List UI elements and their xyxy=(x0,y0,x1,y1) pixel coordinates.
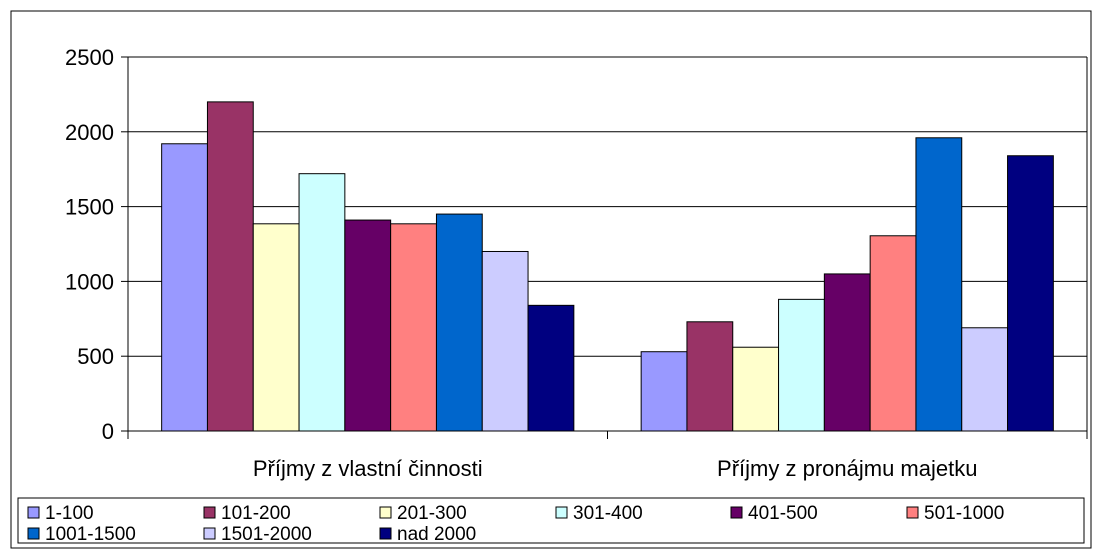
bar-1001-1500-cat1 xyxy=(435,213,483,432)
legend-swatch xyxy=(203,506,216,519)
x-category-label: Příjmy z pronájmu majetku xyxy=(717,456,977,481)
legend-label: 1001-1500 xyxy=(45,524,136,545)
legend-label: 101-200 xyxy=(221,503,291,524)
bar-301-400-cat2 xyxy=(778,298,825,432)
bar-1-100-cat1 xyxy=(161,143,208,432)
legend-label: 501-1000 xyxy=(924,503,1004,524)
legend-label: 301-400 xyxy=(573,503,643,524)
legend-swatch xyxy=(27,527,40,540)
y-tick-label: 2500 xyxy=(65,45,114,70)
bar-401-500-cat2 xyxy=(823,273,871,432)
legend-label: 1-100 xyxy=(45,503,94,524)
y-tick-label: 1000 xyxy=(65,269,114,294)
y-tick-label: 1500 xyxy=(65,195,114,220)
y-tick-label: 500 xyxy=(77,344,114,369)
legend-label: 1501-2000 xyxy=(221,524,312,545)
bar-101-200-cat2 xyxy=(686,321,734,432)
bar-401-500-cat1 xyxy=(344,219,392,432)
bar-501-1000-cat1 xyxy=(390,223,437,432)
bar-1501-2000-cat1 xyxy=(481,250,529,432)
legend-swatch xyxy=(555,506,568,519)
legend-swatch xyxy=(730,506,743,519)
bar-201-300-cat1 xyxy=(252,223,300,432)
y-tick-label: 0 xyxy=(102,419,114,444)
legend-swatch xyxy=(379,506,392,519)
bar-1501-2000-cat2 xyxy=(961,327,1009,432)
axes: 0 500 1000 1500 2000 2500 Příjmy z vlastní čin… xyxy=(65,45,1088,481)
bar-301-400-cat1 xyxy=(298,173,346,432)
legend-swatch xyxy=(203,527,216,540)
legend-box xyxy=(17,497,1085,544)
bar-1001-1500-cat2 xyxy=(915,137,963,432)
bar-201-300-cat2 xyxy=(732,346,780,432)
legend-label: 201-300 xyxy=(397,503,467,524)
legend-swatch xyxy=(906,506,919,519)
legend-label: nad 2000 xyxy=(397,524,476,545)
bar-nad 2000-cat1 xyxy=(527,304,575,432)
x-category-label: Příjmy z vlastní činnosti xyxy=(253,456,483,481)
bar-1-100-cat2 xyxy=(640,351,688,432)
legend-label: 401-500 xyxy=(748,503,818,524)
legend-swatch xyxy=(379,527,392,540)
legend-swatch xyxy=(27,506,40,519)
bar-nad 2000-cat2 xyxy=(1007,155,1054,432)
bar-501-1000-cat2 xyxy=(869,235,917,432)
bar-101-200-cat1 xyxy=(206,101,254,432)
legend: 1-100 101-200 201-300 301-400 401-500 501-100… xyxy=(17,497,1085,545)
y-tick-label: 2000 xyxy=(65,120,114,145)
bars xyxy=(161,101,1054,432)
